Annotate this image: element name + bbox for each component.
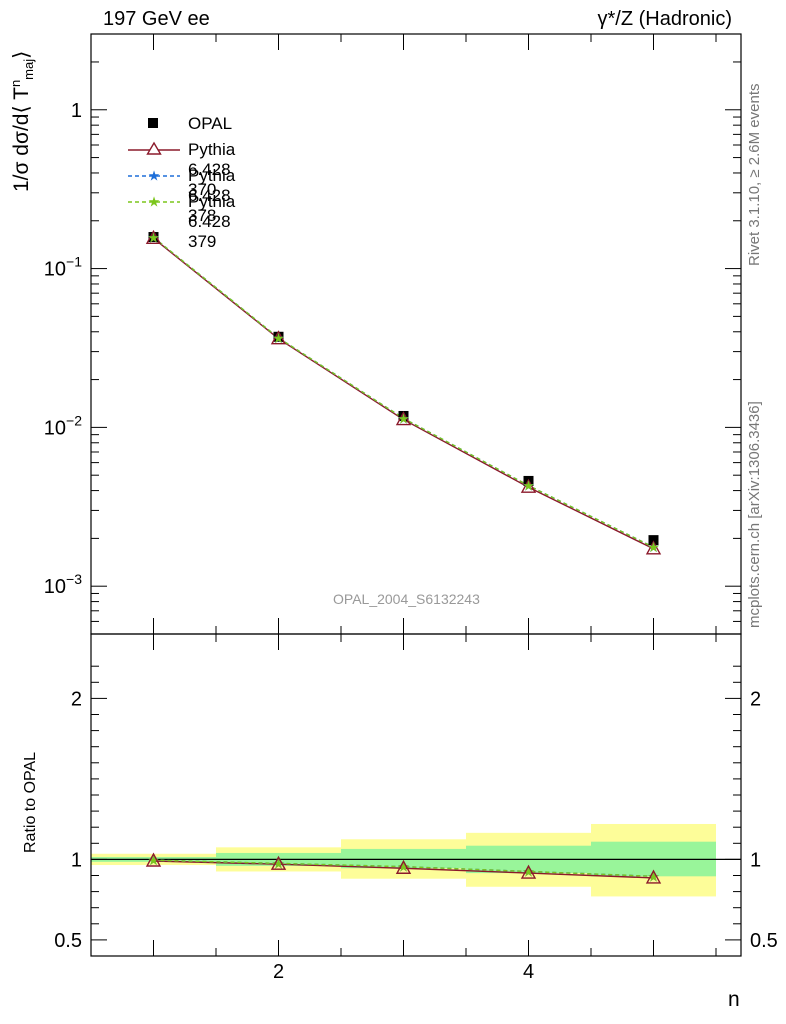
legend-pythia-378-marker: ★ (128, 168, 180, 184)
y-tick-label: 1 (71, 100, 82, 122)
y-title-main: 1/σ dσ/d⟨ T (10, 87, 33, 192)
y-tick-label-base: 10 (44, 417, 66, 439)
rivet-version-label: Rivet 3.1.10, ≥ 2.6M events (746, 83, 763, 267)
pythia-379-point-4: ★ (522, 478, 535, 494)
y-tick-label-base: 10 (44, 576, 66, 598)
ratio-pythia-378-point-4: ★ (522, 863, 535, 879)
opal-point-3 (398, 410, 409, 421)
ratio-plot-frame (90, 633, 742, 957)
ratio-pythia-370-point-3 (395, 859, 412, 874)
ratio-pythia-379-point-1: ★ (147, 852, 160, 868)
y-title-close: ⟩ (10, 50, 33, 59)
pythia-370-point-5 (645, 540, 662, 555)
ratio-y-tick-label-right: 1 (750, 849, 761, 871)
ratio-pythia-370-point-5 (645, 869, 662, 884)
ratio-y-tick-label-left: 1 (71, 849, 82, 871)
left-title: 197 GeV ee (103, 8, 210, 30)
pythia-379-point-1: ★ (147, 229, 160, 245)
ratio-y-tick-label-left: 0.5 (54, 930, 82, 952)
y-tick-label: 10−1 (44, 254, 82, 281)
ratio-pythia-379-point-5: ★ (647, 868, 660, 884)
ratio-pythia-370-point-4 (520, 864, 537, 879)
y-tick-label: 10−3 (44, 571, 82, 598)
ratio-pythia-379-line (153, 859, 654, 878)
pythia-378-line (153, 236, 654, 548)
pythia-378-point-1: ★ (147, 229, 160, 245)
x-tick-label: 2 (273, 961, 284, 983)
ratio-y-tick-label-right: 2 (750, 688, 761, 710)
ratio-pythia-378-point-1: ★ (147, 852, 160, 868)
y-title-sup: n (8, 79, 23, 88)
legend-pythia-379-marker: ★ (128, 194, 180, 210)
pythia-378-point-2: ★ (272, 330, 285, 346)
ratio-band-inner-3 (341, 848, 466, 869)
legend-label: OPAL (188, 114, 233, 133)
pythia-379-line (153, 236, 654, 548)
mcplots-label: mcplots.cern.ch [arXiv:1306.3436] (746, 401, 763, 628)
legend-label: Pythia 6.428 379 (188, 192, 236, 251)
legend-pythia-370-marker (128, 141, 180, 155)
y-tick-label-exponent: −3 (66, 571, 82, 587)
analysis-watermark: OPAL_2004_S6132243 (333, 591, 480, 607)
ratio-pythia-370-line (153, 860, 654, 879)
legend-opal-marker (148, 118, 158, 128)
opal-point-2 (273, 331, 284, 342)
opal-point-1 (148, 232, 159, 243)
x-axis-title: n (728, 988, 740, 1011)
opal-point-5 (648, 535, 659, 546)
pythia-378-point-3: ★ (397, 410, 410, 426)
pythia-379-point-5: ★ (647, 539, 660, 555)
ratio-y-tick-label-left: 2 (71, 688, 82, 710)
pythia-378-point-5: ★ (647, 539, 660, 555)
y-title-sub: maj (21, 58, 37, 80)
ratio-y-tick-label-right: 0.5 (750, 930, 778, 952)
ratio-pythia-370-point-2 (270, 855, 287, 870)
ratio-pythia-379-point-2: ★ (272, 855, 285, 871)
pythia-370-point-3 (395, 411, 412, 426)
pythia-370-point-2 (270, 330, 287, 345)
pythia-370-line (153, 237, 654, 550)
y-tick-label-exponent: −1 (66, 254, 82, 270)
y-tick-label-base: 1 (71, 100, 82, 122)
right-title: γ*/Z (Hadronic) (597, 8, 732, 30)
pythia-370-point-1 (145, 229, 162, 245)
pythia-379-point-3: ★ (397, 410, 410, 426)
svg-text:★: ★ (148, 168, 161, 184)
x-tick-label: 4 (523, 961, 534, 983)
ratio-pythia-378-point-2: ★ (272, 855, 285, 871)
pythia-370-point-4 (520, 478, 537, 493)
ratio-pythia-378-point-3: ★ (397, 859, 410, 875)
main-y-axis-title: 1/σ dσ/d⟨ Tnmaj⟩ (8, 51, 36, 192)
y-tick-label-exponent: −2 (66, 412, 82, 428)
y-tick-label-base: 10 (44, 259, 66, 281)
svg-text:★: ★ (148, 194, 161, 210)
ratio-pythia-379-point-3: ★ (397, 859, 410, 875)
pythia-379-point-2: ★ (272, 330, 285, 346)
ratio-pythia-379-point-4: ★ (522, 863, 535, 879)
pythia-378-point-4: ★ (522, 478, 535, 494)
legend-label: Pythia 6.428 378 (188, 166, 236, 225)
y-tick-label: 10−2 (44, 412, 82, 439)
ratio-pythia-378-point-5: ★ (647, 868, 660, 884)
ratio-pythia-370-point-1 (145, 852, 162, 867)
ratio-y-axis-title: Ratio to OPAL (22, 751, 39, 853)
legend-label: Pythia 6.428 370 (188, 140, 236, 199)
